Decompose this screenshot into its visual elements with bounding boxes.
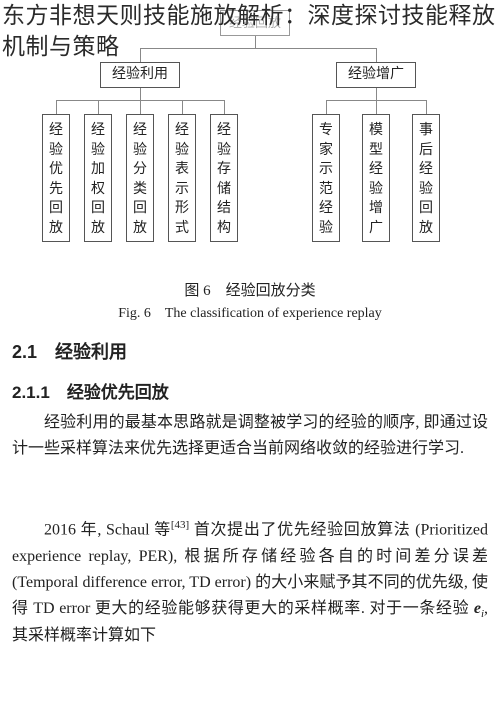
paragraph-2: 2016 年, Schaul 等[43] 首次提出了优先经验回放算法 (Prio… bbox=[12, 516, 488, 649]
connector bbox=[426, 100, 427, 114]
tree-leaf-right-0: 专家示范经验 bbox=[312, 114, 340, 242]
overlay-heading: 东方非想天则技能施放解析：深度探讨技能释放机制与策略 bbox=[0, 0, 500, 62]
variable-e: e bbox=[474, 600, 481, 617]
section-title: 经验优先回放 bbox=[67, 383, 169, 402]
text: 2016 年, Schaul 等 bbox=[44, 521, 171, 538]
figure-caption: 图 6 经验回放分类 Fig. 6 The classification of … bbox=[0, 280, 500, 324]
tree-leaf-left-4: 经验存储结构 bbox=[210, 114, 238, 242]
connector bbox=[326, 100, 327, 114]
section-2-1-heading: 2.1 经验利用 bbox=[12, 338, 127, 364]
paragraph-1: 经验利用的最基本思路就是调整被学习的经验的顺序, 即通过设计一些采样算法来优先选… bbox=[12, 410, 488, 462]
section-title: 经验利用 bbox=[55, 342, 127, 362]
connector bbox=[182, 100, 183, 114]
citation: [43] bbox=[171, 519, 189, 531]
tree-leaf-right-2: 事后经验回放 bbox=[412, 114, 440, 242]
section-number: 2.1 bbox=[12, 342, 37, 362]
connector bbox=[140, 88, 141, 100]
section-number: 2.1.1 bbox=[12, 383, 50, 402]
tree-mid-left: 经验利用 bbox=[100, 62, 180, 88]
connector bbox=[376, 100, 377, 114]
tree-leaf-right-1: 模型经验增广 bbox=[362, 114, 390, 242]
tree-leaf-left-3: 经验表示形式 bbox=[168, 114, 196, 242]
tree-leaf-left-2: 经验分类回放 bbox=[126, 114, 154, 242]
tree-leaf-left-0: 经验优先回放 bbox=[42, 114, 70, 242]
connector bbox=[140, 100, 141, 114]
tree-mid-right: 经验增广 bbox=[336, 62, 416, 88]
caption-cn: 图 6 经验回放分类 bbox=[0, 280, 500, 303]
connector bbox=[376, 88, 377, 100]
tree-leaf-left-1: 经验加权回放 bbox=[84, 114, 112, 242]
connector bbox=[224, 100, 225, 114]
section-2-1-1-heading: 2.1.1 经验优先回放 bbox=[12, 378, 169, 403]
connector bbox=[98, 100, 99, 114]
connector bbox=[56, 100, 57, 114]
caption-en: Fig. 6 The classification of experience … bbox=[0, 303, 500, 324]
